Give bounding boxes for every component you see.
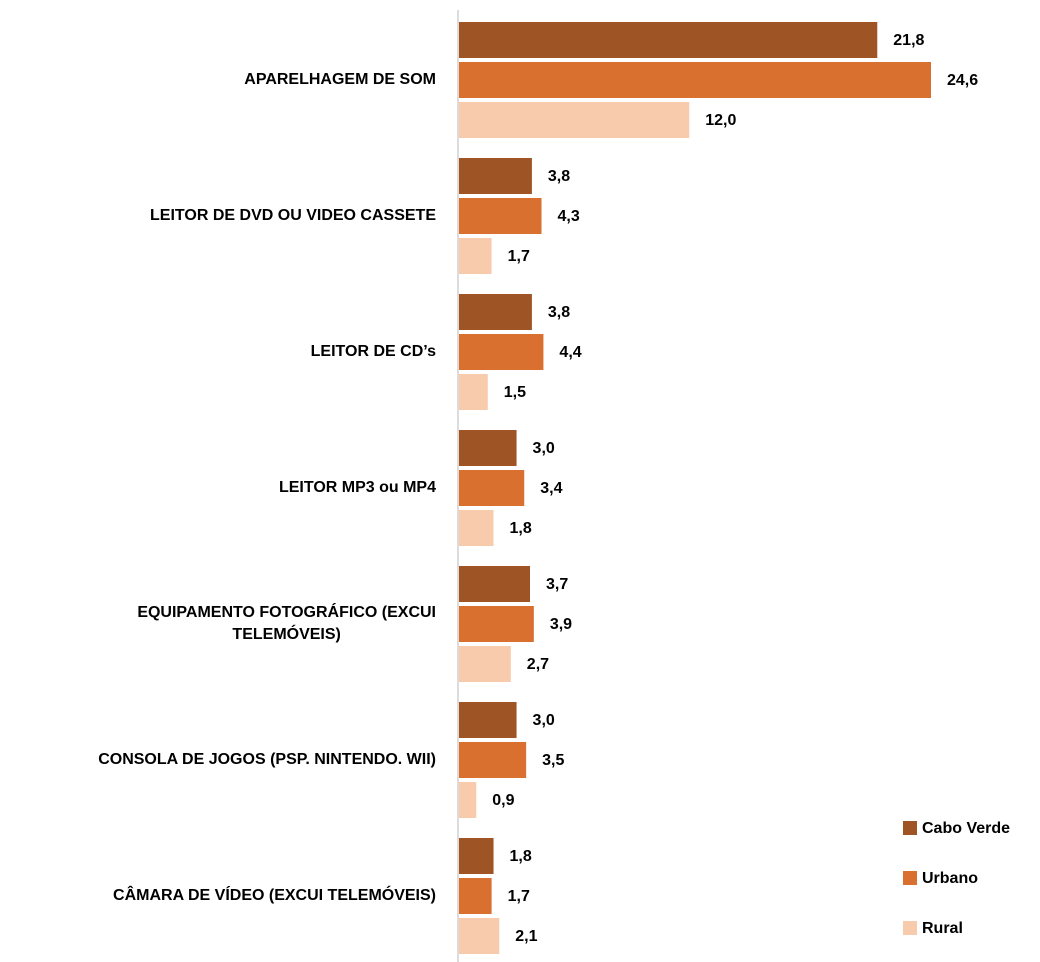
category-label: CONSOLA DE JOGOS (PSP. NINTENDO. WII): [98, 751, 436, 768]
value-label: 1,5: [504, 384, 526, 401]
category-label: LEITOR DE CD’s: [311, 343, 436, 360]
value-label: 3,0: [533, 712, 555, 729]
bar: [459, 198, 542, 234]
value-label: 0,9: [492, 792, 514, 809]
legend-label: Rural: [922, 920, 963, 937]
category-label: CÂMARA DE VÍDEO (EXCUI TELEMÓVEIS): [113, 885, 436, 904]
bar: [459, 918, 500, 954]
value-label: 2,7: [527, 656, 549, 673]
bar: [459, 470, 525, 506]
value-label: 12,0: [705, 112, 736, 129]
value-label: 1,7: [508, 248, 530, 265]
bar: [459, 566, 530, 602]
legend-swatch: [903, 821, 917, 835]
value-label: 3,7: [546, 576, 568, 593]
category-label: LEITOR MP3 ou MP4: [279, 479, 436, 496]
bar: [459, 702, 517, 738]
bar: [459, 742, 527, 778]
value-label: 3,5: [542, 752, 564, 769]
bar: [459, 158, 532, 194]
category-label: EQUIPAMENTO FOTOGRÁFICO (EXCUI TELEMÓVEIS…: [137, 602, 436, 643]
value-label: 21,8: [893, 32, 924, 49]
bar: [459, 238, 492, 274]
bar: [459, 374, 488, 410]
value-label: 3,4: [540, 480, 562, 497]
value-label: 2,1: [515, 928, 537, 945]
bar: [459, 430, 517, 466]
bar: [459, 878, 492, 914]
value-label: 1,8: [510, 848, 532, 865]
value-label: 4,3: [558, 208, 580, 225]
legend-swatch: [903, 921, 917, 935]
value-label: 3,9: [550, 616, 572, 633]
bar: [459, 510, 494, 546]
category-label: LEITOR DE DVD OU VIDEO CASSETE: [150, 207, 436, 224]
value-label: 1,7: [508, 888, 530, 905]
legend-label: Cabo Verde: [922, 820, 1010, 837]
bar: [459, 606, 534, 642]
bar: [459, 646, 511, 682]
bar: [459, 22, 878, 58]
bar: [459, 782, 477, 818]
bar: [459, 334, 544, 370]
value-label: 3,8: [548, 304, 570, 321]
value-label: 3,0: [533, 440, 555, 457]
value-label: 1,8: [510, 520, 532, 537]
category-label: APARELHAGEM DE SOM: [244, 71, 436, 88]
bar: [459, 294, 532, 330]
value-label: 3,8: [548, 168, 570, 185]
value-label: 24,6: [947, 72, 978, 89]
value-label: 4,4: [559, 344, 581, 361]
bar: [459, 838, 494, 874]
bar: [459, 62, 931, 98]
legend-swatch: [903, 871, 917, 885]
bar: [459, 102, 690, 138]
legend-label: Urbano: [922, 870, 978, 887]
